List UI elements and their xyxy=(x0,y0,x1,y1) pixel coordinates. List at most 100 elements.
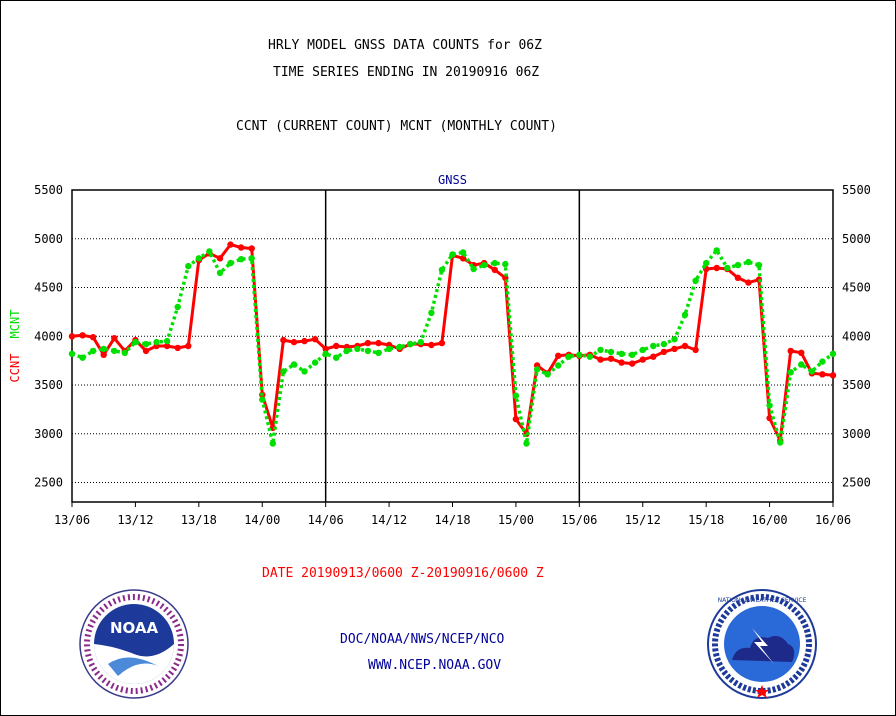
y-tick-label-right: 4500 xyxy=(842,281,871,295)
y-tick-label-right: 5500 xyxy=(842,183,871,197)
data-point-mcnt xyxy=(333,354,340,361)
data-point-ccnt xyxy=(216,255,224,262)
data-point-mcnt xyxy=(777,439,784,446)
data-point-ccnt xyxy=(301,337,308,345)
data-point-mcnt xyxy=(269,440,276,447)
y-tick-label-left: 3000 xyxy=(34,427,63,441)
data-point-mcnt xyxy=(555,362,562,369)
y-tick-label-left: 5000 xyxy=(34,232,63,246)
data-point-mcnt xyxy=(163,337,171,345)
data-point-ccnt xyxy=(829,372,837,379)
data-point-ccnt xyxy=(734,274,742,281)
x-tick-label: 13/18 xyxy=(181,513,217,527)
data-point-ccnt xyxy=(142,347,150,355)
data-point-mcnt xyxy=(153,338,160,346)
data-point-ccnt xyxy=(237,244,245,251)
data-point-ccnt xyxy=(607,355,615,362)
y-tick-label-right: 5000 xyxy=(842,232,871,246)
data-point-ccnt xyxy=(745,279,752,286)
data-point-mcnt xyxy=(89,347,97,355)
data-point-ccnt xyxy=(787,347,794,355)
data-point-mcnt xyxy=(174,303,181,311)
data-point-ccnt xyxy=(428,341,435,349)
footer-org: DOC/NOAA/NWS/NCEP/NCO xyxy=(340,632,505,647)
data-point-mcnt xyxy=(111,347,118,355)
data-point-mcnt xyxy=(787,369,794,376)
data-point-ccnt xyxy=(639,356,646,363)
data-point-ccnt xyxy=(290,338,298,346)
data-point-ccnt xyxy=(185,342,192,350)
data-point-mcnt xyxy=(322,350,329,357)
y-tick-label-left: 4000 xyxy=(34,329,63,343)
data-point-ccnt xyxy=(819,371,826,378)
data-point-mcnt xyxy=(544,371,551,378)
x-tick-label: 14/18 xyxy=(434,513,470,527)
data-point-mcnt xyxy=(703,259,710,267)
data-point-mcnt xyxy=(607,348,615,356)
data-point-mcnt xyxy=(576,351,583,358)
x-tick-label: 13/12 xyxy=(117,513,153,527)
data-point-mcnt xyxy=(68,350,76,357)
chart-title: GNSS xyxy=(438,173,467,187)
data-point-mcnt xyxy=(237,256,245,263)
data-point-mcnt xyxy=(671,336,678,343)
data-point-ccnt xyxy=(681,342,689,350)
data-point-mcnt xyxy=(491,259,498,267)
data-point-ccnt xyxy=(79,332,86,339)
data-point-mcnt xyxy=(650,342,657,350)
data-point-mcnt xyxy=(216,269,224,277)
data-point-ccnt xyxy=(766,414,773,422)
data-point-mcnt xyxy=(713,247,720,254)
header-line-2: TIME SERIES ENDING IN 20190916 06Z xyxy=(273,65,540,80)
data-point-ccnt xyxy=(375,339,382,347)
data-point-ccnt xyxy=(650,353,657,360)
data-point-mcnt xyxy=(227,259,234,267)
data-point-mcnt xyxy=(586,353,594,360)
nws-logo-text: NATIONAL WEATHER SERVICE xyxy=(718,597,807,604)
y-tick-label-right: 3000 xyxy=(842,427,871,441)
x-tick-label: 14/06 xyxy=(308,513,344,527)
data-point-ccnt xyxy=(227,241,234,248)
data-point-mcnt xyxy=(734,261,742,269)
data-point-mcnt xyxy=(692,277,699,284)
footer-url: WWW.NCEP.NOAA.GOV xyxy=(368,658,502,673)
data-point-mcnt xyxy=(449,251,456,258)
x-tick-label: 16/06 xyxy=(815,513,851,527)
data-point-ccnt xyxy=(438,339,446,347)
data-point-mcnt xyxy=(629,351,636,358)
date-range-label: DATE 20190913/0600 Z-20190916/0600 Z xyxy=(262,566,544,581)
data-point-mcnt xyxy=(597,346,604,354)
data-point-mcnt xyxy=(533,366,541,373)
y-axis-label-ccnt: CCNT xyxy=(8,354,22,383)
data-point-mcnt xyxy=(375,349,382,356)
data-point-mcnt xyxy=(428,309,435,317)
data-point-ccnt xyxy=(713,264,720,272)
data-point-ccnt xyxy=(322,345,329,353)
data-point-ccnt xyxy=(89,334,97,341)
data-point-ccnt xyxy=(174,344,181,352)
data-point-mcnt xyxy=(343,347,350,355)
x-tick-label: 14/00 xyxy=(244,513,280,527)
data-point-ccnt xyxy=(671,345,678,353)
data-point-mcnt xyxy=(681,311,689,318)
plot-area-border xyxy=(71,189,834,503)
data-point-mcnt xyxy=(206,248,213,255)
data-point-mcnt xyxy=(259,396,266,403)
data-point-ccnt xyxy=(248,245,255,252)
data-point-mcnt xyxy=(766,402,773,409)
data-point-mcnt xyxy=(798,361,805,368)
data-point-ccnt xyxy=(660,348,668,356)
x-tick-label: 14/12 xyxy=(371,513,407,527)
data-point-ccnt xyxy=(512,415,520,423)
data-point-ccnt xyxy=(68,333,76,340)
x-tick-label: 15/00 xyxy=(498,513,534,527)
data-point-ccnt xyxy=(280,336,287,344)
data-point-mcnt xyxy=(290,361,298,368)
data-point-ccnt xyxy=(555,352,562,359)
data-point-mcnt xyxy=(523,440,530,447)
data-point-mcnt xyxy=(417,338,424,346)
data-point-mcnt xyxy=(185,262,192,270)
series-line-ccnt xyxy=(71,243,834,443)
data-point-mcnt xyxy=(121,349,128,356)
x-tick-label: 16/00 xyxy=(752,513,788,527)
